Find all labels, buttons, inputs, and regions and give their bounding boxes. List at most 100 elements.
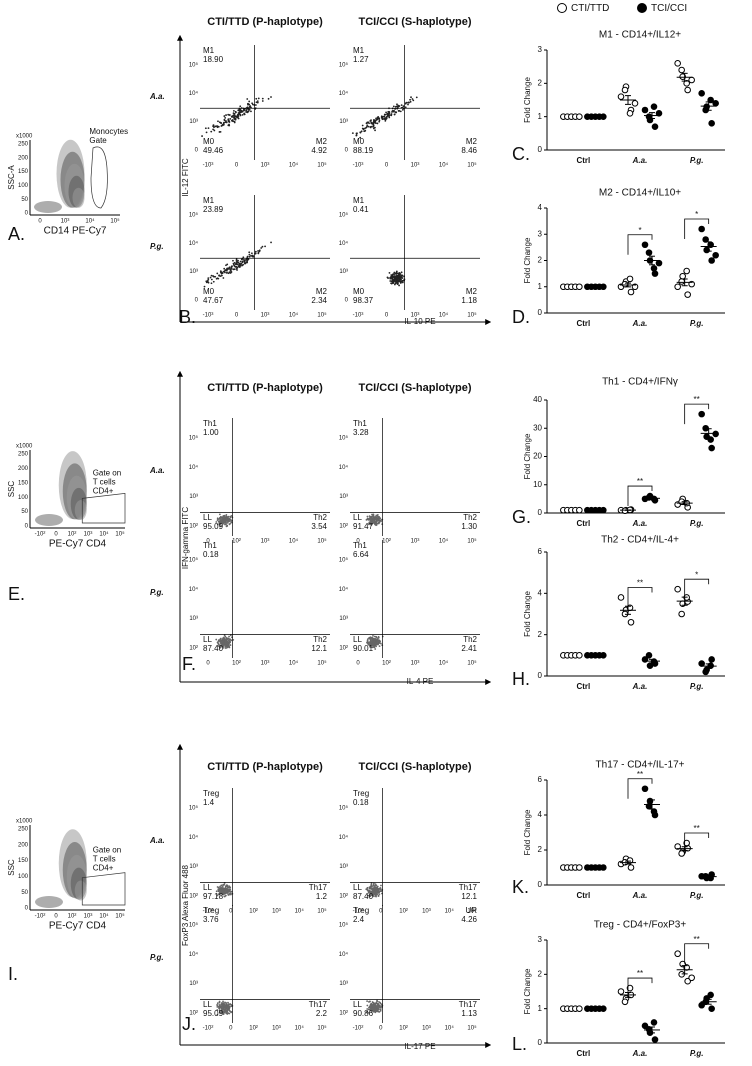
chart-title: Th1 - CD4+/IFNγ xyxy=(602,377,678,388)
event xyxy=(366,886,369,889)
event xyxy=(369,1008,372,1011)
quadrant-name: M0 xyxy=(353,287,365,296)
event xyxy=(216,1014,219,1016)
event xyxy=(373,645,376,647)
event xyxy=(228,1009,231,1012)
data-point xyxy=(576,506,583,514)
x-tick-label: 10⁵ xyxy=(467,1025,477,1032)
event xyxy=(355,134,358,137)
x-tick-label: 0 xyxy=(356,539,360,545)
panel-letter: G. xyxy=(512,507,531,527)
data-point xyxy=(617,594,625,601)
event xyxy=(220,884,223,887)
event xyxy=(388,271,391,274)
event xyxy=(375,887,378,890)
event xyxy=(270,96,272,98)
y-tick-label: 100 xyxy=(18,874,29,880)
event xyxy=(219,130,222,133)
event xyxy=(218,513,221,516)
event xyxy=(232,114,235,117)
y-tick-label: 0 xyxy=(538,880,543,889)
y-axis-label: SSC xyxy=(7,481,16,498)
quadrant-value: 2.2 xyxy=(316,1009,328,1018)
legend-label: TCI/CCI xyxy=(651,3,687,14)
y-tick-label: 50 xyxy=(21,509,28,515)
event xyxy=(225,513,228,516)
event xyxy=(370,121,373,124)
y-tick-label: 1 xyxy=(538,112,543,121)
event xyxy=(247,103,249,106)
y-tick-label: 10⁴ xyxy=(339,951,349,958)
quadrant-value: 0.18 xyxy=(203,550,219,559)
event xyxy=(359,136,362,139)
y-axis-label: SSC-A xyxy=(7,165,16,190)
quadrant-name: M0 xyxy=(353,137,365,146)
x-tick-label: 10⁵ xyxy=(317,660,327,667)
data-point xyxy=(641,1022,649,1030)
y-tick-label: 10³ xyxy=(189,616,198,622)
event xyxy=(223,895,226,898)
chart-title: Treg - CD4+/FoxP3+ xyxy=(594,920,687,931)
x-tick-label: 10² xyxy=(382,661,391,667)
x-tick-label: 10⁴ xyxy=(439,162,449,169)
y-tick-label: 10⁵ xyxy=(189,212,199,219)
column-header: TCI/CCI (S-haplotype) xyxy=(358,382,471,394)
event xyxy=(229,892,232,895)
event xyxy=(212,125,215,128)
event xyxy=(392,105,395,108)
event xyxy=(390,276,393,278)
event xyxy=(371,638,374,641)
event xyxy=(365,518,368,521)
event xyxy=(223,514,226,517)
event xyxy=(230,1011,233,1013)
event xyxy=(217,888,220,891)
data-point xyxy=(708,1005,715,1012)
event xyxy=(368,517,371,520)
y-tick-label: 10⁴ xyxy=(189,834,199,841)
event xyxy=(366,1004,369,1007)
y-axis-label: Fold Change xyxy=(523,433,532,479)
event xyxy=(379,888,382,890)
quadrant-value: 87.40 xyxy=(353,892,374,901)
scale-label: x1000 xyxy=(16,134,33,140)
data-point xyxy=(627,618,635,626)
data-point xyxy=(641,106,649,114)
event xyxy=(366,124,369,127)
x-tick-label: -10³ xyxy=(203,313,214,319)
data-point xyxy=(621,86,629,94)
event xyxy=(227,519,230,521)
x-tick-label: 10² xyxy=(249,1026,258,1032)
gate-label: T cells xyxy=(93,855,116,864)
event xyxy=(225,525,228,528)
event xyxy=(232,268,235,271)
quadrant-value: 12.1 xyxy=(311,644,327,653)
event xyxy=(239,260,242,263)
event xyxy=(372,643,375,646)
x-tick-label: 10³ xyxy=(411,539,420,545)
data-point xyxy=(631,100,639,107)
event xyxy=(220,1010,223,1013)
event xyxy=(372,513,375,516)
chart-title: M1 - CD14+/IL12+ xyxy=(599,30,681,41)
event xyxy=(393,113,396,116)
y-tick-label: 0 xyxy=(538,308,543,317)
event xyxy=(239,105,242,108)
event xyxy=(225,1009,228,1012)
y-tick-label: 10³ xyxy=(189,981,198,987)
event xyxy=(225,645,228,648)
x-tick-label: Ctrl xyxy=(576,891,590,900)
event xyxy=(250,110,252,113)
event xyxy=(368,515,371,518)
event xyxy=(397,281,399,283)
x-tick-label: 0 xyxy=(379,1026,383,1032)
x-tick-label: 0 xyxy=(54,532,58,538)
event xyxy=(221,640,223,643)
event xyxy=(227,642,230,645)
event xyxy=(223,520,225,522)
event xyxy=(395,276,398,279)
event xyxy=(234,117,237,120)
panel-letter: D. xyxy=(512,307,530,327)
event xyxy=(230,267,233,270)
